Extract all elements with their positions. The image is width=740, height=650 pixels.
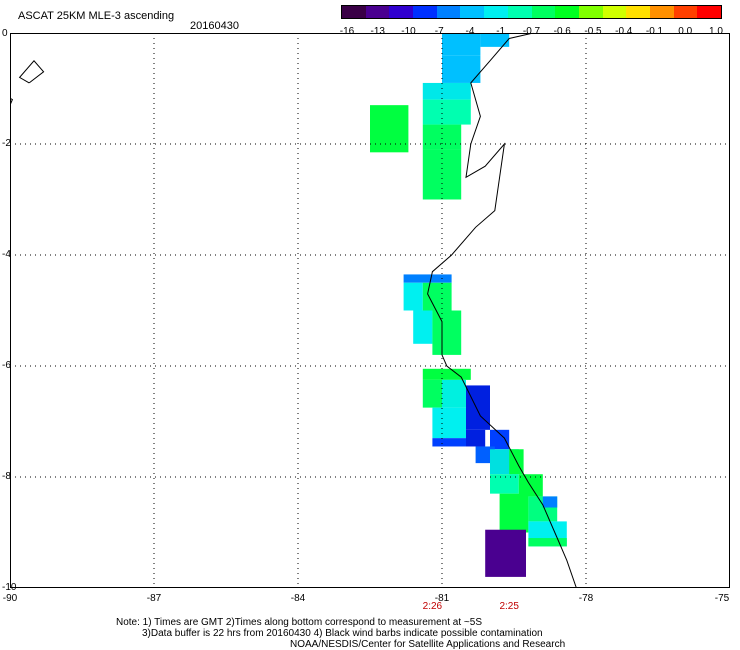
wind-cell	[490, 474, 519, 494]
chart-date: 20160430	[190, 20, 239, 32]
color-swatch	[365, 6, 390, 18]
wind-cell	[442, 55, 481, 83]
chart-title: ASCAT 25KM MLE-3 ascending	[18, 10, 175, 22]
pass-time-label: 2:25	[499, 601, 519, 612]
color-swatch	[697, 6, 721, 18]
wind-cell	[422, 368, 471, 380]
lat-tick-label: -4	[2, 249, 11, 260]
color-scale-label: -4	[465, 26, 475, 37]
lat-tick-label: -8	[2, 471, 11, 482]
wind-cell	[490, 429, 510, 450]
color-scale-label: 0.0	[678, 26, 693, 37]
island-outline	[18, 60, 45, 84]
color-swatch	[342, 6, 366, 18]
wind-map	[10, 33, 730, 588]
wind-cell	[422, 149, 462, 200]
lon-tick-label: -84	[290, 593, 306, 604]
lat-tick-label: -10	[2, 582, 17, 593]
color-swatch	[436, 6, 461, 18]
color-swatch	[602, 6, 627, 18]
wind-cell	[413, 310, 433, 344]
wind-cell	[528, 538, 567, 547]
wind-cell	[422, 379, 442, 408]
wind-cell	[432, 407, 466, 439]
pass-time-label: 2:26	[422, 601, 443, 612]
lat-tick-label: -2	[2, 138, 11, 149]
color-swatch	[531, 6, 556, 18]
color-swatch	[460, 6, 485, 18]
credit-line: NOAA/NESDIS/Center for Satellite Applica…	[290, 639, 566, 650]
wind-cell	[466, 429, 486, 447]
wind-cell	[370, 105, 409, 153]
lon-tick-label: -81	[434, 593, 450, 604]
color-swatch	[649, 6, 674, 18]
color-scale-label: -0.1	[645, 26, 664, 37]
color-scale-label: -0.5	[584, 26, 602, 37]
color-swatch	[673, 6, 698, 18]
color-scale-label: 1.0	[709, 26, 723, 37]
wind-cell	[542, 496, 558, 508]
map-frame	[10, 33, 730, 588]
note-line-1: Note: 1) Times are GMT 2)Times along bot…	[116, 617, 482, 628]
wind-cell	[480, 33, 510, 47]
color-swatch	[626, 6, 650, 18]
wind-cell	[422, 282, 452, 311]
lon-tick-label: -87	[146, 593, 162, 604]
wind-cell	[499, 493, 529, 533]
wind-cell	[422, 82, 471, 100]
wind-cell	[432, 310, 462, 355]
wind-cell	[442, 33, 481, 56]
wind-cell	[422, 99, 471, 125]
color-scale-label: -0.6	[553, 26, 571, 37]
lon-tick-label: -75	[714, 593, 730, 604]
color-swatch	[555, 6, 579, 18]
color-scale-label: -16	[339, 26, 355, 37]
wind-cell	[466, 385, 490, 430]
island-outline	[10, 97, 14, 106]
color-scale-label: -13	[370, 26, 385, 37]
wind-cell	[403, 282, 423, 311]
lat-tick-label: -6	[2, 360, 11, 371]
lat-tick-label: 0	[2, 28, 8, 39]
note-line-2: 3)Data buffer is 22 hrs from 20160430 4)…	[142, 628, 543, 639]
color-scale-label: -0.4	[615, 26, 633, 37]
color-scale-label: -10	[401, 26, 416, 37]
color-swatch	[484, 6, 508, 18]
color-swatch	[389, 6, 414, 18]
lon-tick-label: -78	[578, 593, 594, 604]
wind-cell	[442, 379, 466, 408]
color-scale-bar	[341, 5, 722, 19]
coastline	[427, 33, 577, 588]
wind-cell	[432, 438, 466, 447]
wind-cell	[485, 529, 526, 577]
lon-tick-label: -90	[2, 593, 18, 604]
color-scale-label: -1	[496, 26, 506, 37]
color-swatch	[413, 6, 437, 18]
wind-cell	[403, 274, 452, 283]
color-swatch	[507, 6, 532, 18]
color-swatch	[578, 6, 603, 18]
color-scale-label: -0.7	[522, 26, 541, 37]
color-scale-label: -7	[434, 26, 444, 37]
